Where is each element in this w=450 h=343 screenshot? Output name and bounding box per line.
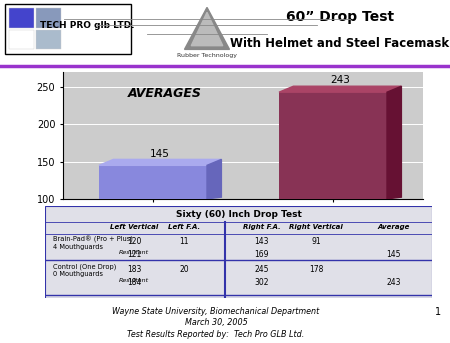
Bar	[9, 29, 34, 49]
Text: Wayne State University, Biomechanical Department: Wayne State University, Biomechanical De…	[112, 307, 320, 316]
Bar	[9, 8, 34, 28]
Text: Left F.A.: Left F.A.	[168, 224, 200, 230]
Text: March 30, 2005: March 30, 2005	[184, 318, 248, 327]
Text: 178: 178	[309, 265, 323, 274]
Text: 20: 20	[180, 265, 189, 274]
Polygon shape	[207, 159, 221, 199]
Text: 183: 183	[127, 265, 141, 274]
Text: 143: 143	[254, 237, 269, 246]
FancyBboxPatch shape	[4, 4, 130, 54]
Text: TECH PRO glb LTD.: TECH PRO glb LTD.	[40, 21, 135, 31]
Text: Left Vertical: Left Vertical	[110, 224, 158, 230]
Text: 302: 302	[254, 278, 269, 287]
Text: With Helmet and Steel Facemask: With Helmet and Steel Facemask	[230, 37, 449, 50]
Polygon shape	[191, 12, 223, 46]
Text: 169: 169	[254, 250, 269, 259]
Text: Sixty (60) Inch Drop Test: Sixty (60) Inch Drop Test	[176, 210, 302, 218]
Text: 91: 91	[311, 237, 321, 246]
Text: 120: 120	[127, 237, 141, 246]
Text: Rubber Technology: Rubber Technology	[177, 53, 237, 58]
Text: AVERAGES: AVERAGES	[128, 87, 202, 100]
Polygon shape	[99, 159, 221, 165]
Text: 243: 243	[330, 75, 350, 85]
Text: 184: 184	[127, 278, 141, 287]
Text: Resultant: Resultant	[118, 250, 148, 255]
Bar	[36, 29, 61, 49]
Bar	[99, 165, 207, 199]
Text: 11: 11	[180, 237, 189, 246]
Text: 145: 145	[150, 149, 170, 158]
Text: 1: 1	[435, 307, 441, 317]
Text: Right F.A.: Right F.A.	[243, 224, 280, 230]
Text: 145: 145	[386, 250, 400, 259]
Text: 121: 121	[127, 250, 141, 259]
Text: Average: Average	[377, 224, 410, 230]
Text: Control (One Drop)
0 Mouthguards: Control (One Drop) 0 Mouthguards	[53, 263, 116, 277]
Text: Right Vertical: Right Vertical	[289, 224, 343, 230]
Polygon shape	[387, 86, 401, 199]
Text: Test Results Reported by:  Tech Pro GLB Ltd.: Test Results Reported by: Tech Pro GLB L…	[127, 330, 305, 339]
Text: Resultant: Resultant	[118, 278, 148, 283]
Bar	[36, 8, 61, 28]
Polygon shape	[184, 8, 230, 49]
Text: 243: 243	[386, 278, 400, 287]
Text: 60” Drop Test: 60” Drop Test	[286, 10, 394, 24]
Text: 245: 245	[254, 265, 269, 274]
Polygon shape	[279, 86, 401, 92]
Bar	[279, 92, 387, 199]
Text: Brain-Pad® (Pro + Plus)
4 Mouthguards: Brain-Pad® (Pro + Plus) 4 Mouthguards	[53, 235, 133, 250]
